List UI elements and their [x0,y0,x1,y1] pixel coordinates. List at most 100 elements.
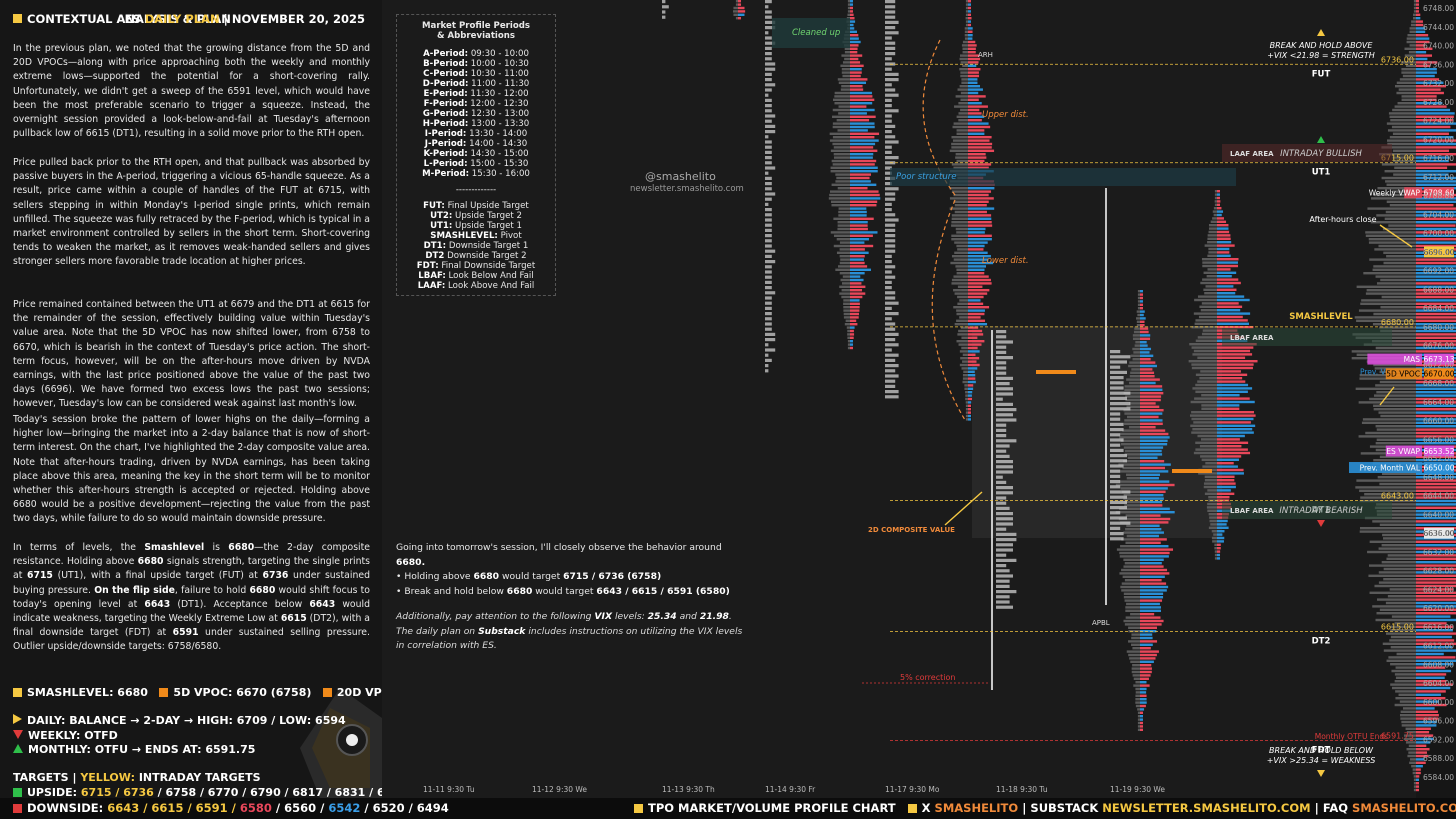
legend-abbrev-7: LBAF: Look Below And Fail [418,271,534,281]
tpo-col-1118 [996,330,1017,609]
tpo-chart: Cleaned up ARH Upper dist. Lower dist. Poor … [382,0,1456,819]
legend-box: Market Profile Periods & Abbreviations A-… [396,14,556,296]
vpoc-row: SMASHLEVEL: 6680 5D VPOC: 6670 (6758) 20… [13,686,438,699]
y-tick-6600: 6600.00 [1423,698,1454,707]
y-tick-6664: 6664.00 [1423,398,1454,407]
upside-targets: UPSIDE: 6715 / 6736 / 6758 / 6770 / 6790… [13,786,408,799]
side-tag-bg-2 [1367,353,1422,365]
y-tick-6584: 6584.00 [1423,773,1454,782]
substack-link[interactable]: NEWSLETTER.SMASHELITO.COM [1102,801,1311,815]
y-tick-6684: 6684.00 [1423,304,1454,313]
downside-targets: DOWNSIDE: 6643 / 6615 / 6591 / 6580 / 65… [13,801,449,815]
legend-abbrev-3: SMASHLEVEL: Pivot [430,231,522,241]
side-tag-bg-4 [1385,445,1422,457]
break-below-label: BREAK AND HOLD BELOW [1269,746,1374,755]
y-tick-6736: 6736.00 [1423,60,1454,69]
legend-abbrevs: FUT: Final Upside Target UT2: Upside Targ… [397,201,555,291]
level-label-5: FDT [1312,746,1331,756]
legend-abbrev-2: UT1: Upside Target 1 [430,221,522,231]
side-tag-bg-0 [1404,187,1422,199]
level-label-0: FUT [1312,69,1331,79]
footer-bar [0,798,1456,819]
legend-period-8: I-Period: 13:30 - 14:00 [424,129,528,139]
y-tick-6732: 6732.00 [1423,79,1454,88]
price-tag-bg-1 [1424,246,1454,258]
down-marker-bear [1317,520,1325,527]
2d-composite-area [972,326,1222,538]
footer-links: TPO MARKET/VOLUME PROFILE CHART X SMASHE… [634,801,1456,815]
profile-1117 [949,0,995,421]
plan-date: ES DAILY PLAN | NOVEMBER 20, 2025 [125,12,365,26]
side-tag-4: ES VWAP [1386,447,1420,456]
y-tick-6688: 6688.00 [1423,285,1454,294]
legend-period-4: E-Period: 11:30 - 12:00 [423,89,529,99]
chart-canvas: Cleaned up ARH Upper dist. Lower dist. Poor … [423,0,1456,798]
level-label-4: DT2 [1312,637,1331,647]
x-link[interactable]: SMASHELITO [934,801,1019,815]
plan-type: DAILY PLAN [144,12,220,26]
break-above-label: BREAK AND HOLD ABOVE [1270,41,1374,50]
legend-abbrev-8: LAAF: Look Above And Fail [417,281,535,291]
notes-bullet-1: • Holding above 6680 would target 6715 /… [396,571,662,582]
y-tick-6744: 6744.00 [1423,23,1454,32]
poc-marker-1118 [1036,370,1076,374]
monthly-otfu-label: Monthly OTFU Ends [1315,732,1388,741]
triangle-up-icon [13,744,23,753]
y-tick-6740: 6740.00 [1423,42,1454,51]
price-tag-6: 6636.00 [1423,529,1454,538]
tpo-col-1119 [1110,350,1131,541]
after-hours-label: After-hours close [1309,215,1376,224]
y-tick-6624: 6624.00 [1423,585,1454,594]
panel-title: CONTEXTUAL ANALYSIS & PLAN [27,12,231,26]
notes-line-1: Going into tomorrow's session, I'll clos… [396,542,722,568]
level-label-2: SMASHLEVEL [1289,312,1353,322]
legend-period-1: B-Period: 10:00 - 10:30 [423,59,529,69]
tpo-col-1114 [765,0,776,373]
legend-abbrev-0: FUT: Final Upside Target [423,201,529,211]
legend-period-0: A-Period: 09:30 - 10:00 [423,49,529,59]
triangle-down-icon [13,730,23,739]
notes-vix: Additionally, pay attention to the follo… [396,611,743,651]
side-tag-bg-5 [1349,462,1422,474]
x-tick-3: 11-14 9:30 Fr [765,785,816,794]
square-icon [13,788,22,797]
price-tag-bg-6 [1424,527,1454,539]
weekly-row: WEEKLY: OTFD [13,729,118,742]
y-tick-6648: 6648.00 [1423,473,1454,482]
level-tag-4: 6615.00 [1381,623,1414,632]
y-tick-6596: 6596.00 [1423,717,1454,726]
legend-period-7: H-Period: 13:00 - 13:30 [422,119,530,129]
faq-link[interactable]: SMASHELITO.COM [1352,801,1456,815]
price-tag-bg-0 [1424,187,1454,199]
y-tick-6676: 6676.00 [1423,342,1454,351]
legend-period-11: L-Period: 15:00 - 15:30 [423,159,529,169]
x-tick-5: 11-18 9:30 Tu [996,785,1048,794]
intraday-bearish-label: INTRADAY BEARISH [1279,506,1363,516]
price-tag-1: 6696.00 [1423,248,1454,257]
y-tick-6668: 6668.00 [1423,379,1454,388]
y-tick-6604: 6604.00 [1423,679,1454,688]
cleaned-up-box [772,18,850,48]
correction-label: 5% correction [900,673,955,682]
laaf-area-box [1222,144,1392,162]
legend-period-6: G-Period: 12:30 - 13:00 [422,109,530,119]
y-tick-6628: 6628.00 [1423,567,1454,576]
side-tag-5: Prev. Month VAL [1360,464,1421,473]
date: NOVEMBER 20, 2025 [231,12,365,26]
price-tag-3: 6670.00 [1423,370,1454,379]
footer-x: X [921,801,931,815]
square-icon [13,14,22,23]
price-tag-bg-3 [1424,368,1454,380]
intraday-bullish-label: INTRADAY BULLISH [1280,149,1362,159]
square-icon [322,688,332,697]
poor-structure-label: Poor structure [896,172,956,182]
legend-period-12: M-Period: 15:30 - 16:00 [422,169,530,179]
x-tick-0: 11-11 9:30 Tu [423,785,475,794]
arh-label: ARH [978,51,993,59]
legend-abbrev-6: FDT: Final Downside Target [416,261,536,271]
up-marker-top [1317,29,1325,36]
x-tick-4: 11-17 9:30 Mo [885,785,940,794]
legend-abbrev-4: DT1: Downside Target 1 [423,241,529,251]
paragraph-3: Price remained contained between the UT1… [13,299,370,410]
level-tag-1: 6715.00 [1381,154,1414,163]
